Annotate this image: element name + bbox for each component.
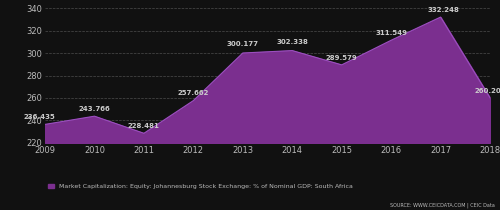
- Text: SOURCE: WWW.CEICDATA.COM | CEIC Data: SOURCE: WWW.CEICDATA.COM | CEIC Data: [390, 202, 495, 208]
- Text: 300.177: 300.177: [227, 41, 259, 47]
- Text: 260.203: 260.203: [474, 88, 500, 94]
- Text: 257.662: 257.662: [178, 91, 209, 96]
- Text: 228.481: 228.481: [128, 123, 160, 129]
- Text: 311.549: 311.549: [375, 30, 407, 36]
- Text: 236.435: 236.435: [24, 114, 56, 120]
- Text: 243.766: 243.766: [78, 106, 110, 112]
- Text: 332.248: 332.248: [428, 7, 460, 13]
- Legend: Market Capitalization: Equity: Johannesburg Stock Exchange: % of Nominal GDP: So: Market Capitalization: Equity: Johannesb…: [48, 184, 353, 189]
- Text: 289.579: 289.579: [326, 55, 358, 61]
- Text: 302.338: 302.338: [276, 39, 308, 45]
